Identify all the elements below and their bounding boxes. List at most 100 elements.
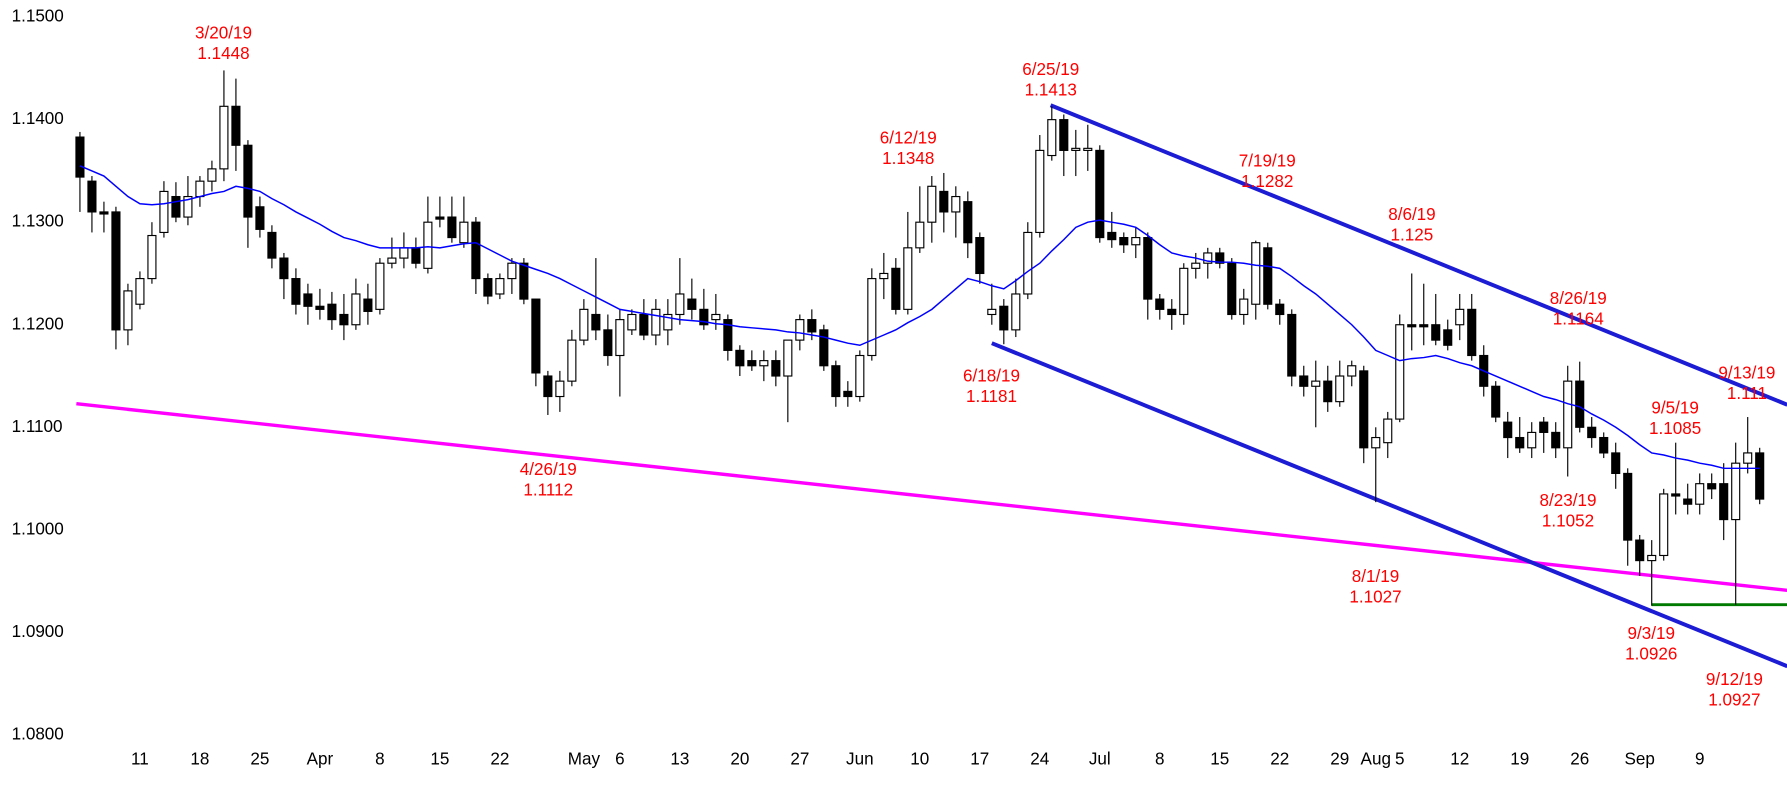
annotation-date: 9/3/19 <box>1627 624 1674 643</box>
annotation-value: 1.0926 <box>1625 645 1677 664</box>
x-tick-label: Jun <box>846 750 874 769</box>
candle-body <box>1035 149 1045 234</box>
candle-body <box>1167 308 1177 316</box>
candle-body <box>1299 375 1309 387</box>
candle-body <box>1455 308 1465 326</box>
annotation-value: 1.1027 <box>1349 588 1401 607</box>
candle-body <box>879 272 889 280</box>
annotation-value: 1.1052 <box>1542 511 1594 530</box>
candle-body <box>159 190 169 234</box>
candle-body <box>1563 380 1573 449</box>
candle-body <box>1623 472 1633 541</box>
candle-body <box>567 339 577 382</box>
candle-body <box>1347 365 1357 377</box>
x-tick-label: 8 <box>1155 750 1165 769</box>
y-tick-label: 1.0800 <box>12 724 64 743</box>
annotation-value: 1.125 <box>1391 225 1434 244</box>
candle-body <box>1311 380 1321 387</box>
candle-body <box>1143 237 1153 300</box>
annotation-date: 9/13/19 <box>1718 363 1775 382</box>
candle-body <box>207 168 217 182</box>
trendline <box>1049 103 1787 407</box>
moving-average-line <box>79 165 1760 470</box>
candle-body <box>1635 539 1645 562</box>
y-tick-label: 1.1000 <box>12 519 64 538</box>
candle-body <box>939 190 949 213</box>
candle-body <box>1755 452 1765 500</box>
x-tick-label: 8 <box>375 750 385 769</box>
annotation-date: 6/18/19 <box>963 367 1020 386</box>
candle-body <box>387 257 397 264</box>
candle-body <box>1743 452 1753 464</box>
candle-body <box>531 298 541 374</box>
candle-body <box>1395 324 1405 420</box>
candle-body <box>483 278 493 297</box>
candle-body <box>471 221 481 280</box>
candle-body <box>1515 436 1525 449</box>
x-tick-label: 10 <box>910 750 929 769</box>
candle-body <box>1431 324 1441 341</box>
candle-body <box>951 195 961 213</box>
annotation-value: 1.1181 <box>966 387 1017 406</box>
candle-body <box>135 278 145 305</box>
candle-body <box>75 136 85 178</box>
x-tick-label: 15 <box>1210 750 1229 769</box>
candle-body <box>123 290 133 331</box>
x-tick-label: 12 <box>1450 750 1469 769</box>
x-tick-label: Aug <box>1361 750 1391 769</box>
candle-body <box>1731 462 1741 521</box>
candle-body <box>1551 431 1561 449</box>
candle-body <box>375 262 385 310</box>
candle-body <box>1047 119 1057 157</box>
candle-body <box>975 237 985 275</box>
x-tick-label: 22 <box>1270 750 1289 769</box>
candle-body <box>723 319 733 351</box>
x-tick-label: 15 <box>430 750 449 769</box>
x-tick-label: 9 <box>1695 750 1704 769</box>
candle-body <box>1287 313 1297 377</box>
candle-body <box>423 221 433 269</box>
candle-body <box>915 221 925 249</box>
candle-body <box>255 206 265 230</box>
candle-body <box>591 313 601 331</box>
candle-body <box>195 180 205 198</box>
candle-body <box>243 144 253 218</box>
candle-body <box>1275 303 1285 316</box>
trendline <box>76 402 1787 593</box>
candle-body <box>231 105 241 146</box>
candle-body <box>291 278 301 305</box>
annotation-date: 8/26/19 <box>1550 289 1607 308</box>
candle-body <box>171 195 181 218</box>
candle-body <box>399 247 409 259</box>
candle-body <box>555 380 565 398</box>
candle-body <box>651 308 661 336</box>
annotation-value: 1.1085 <box>1649 419 1701 438</box>
candle-body <box>447 216 457 239</box>
x-tick-label: 6 <box>615 750 625 769</box>
candle-body <box>1371 436 1381 449</box>
annotation-value: 1.1282 <box>1241 172 1293 191</box>
candle-body <box>315 305 325 310</box>
x-tick-label: 13 <box>670 750 689 769</box>
candle-body <box>519 262 529 300</box>
candle-body <box>963 201 973 244</box>
annotation-value: 1.1112 <box>523 481 573 500</box>
candle-body <box>843 390 853 398</box>
candle-body <box>267 231 277 259</box>
trendline <box>991 341 1787 669</box>
candle-body <box>459 221 469 244</box>
annotation-value: 1.1348 <box>882 149 934 168</box>
candle-body <box>363 298 373 312</box>
candle-body <box>219 105 229 170</box>
candle-body <box>411 247 421 264</box>
candle-body <box>183 195 193 218</box>
candle-body <box>1683 498 1693 505</box>
candle-body <box>1491 385 1501 418</box>
candle-body <box>1611 452 1621 475</box>
candle-body <box>303 293 313 307</box>
y-tick-label: 1.1400 <box>12 109 64 128</box>
annotation-date: 8/23/19 <box>1540 491 1597 510</box>
candle-body <box>711 313 721 321</box>
candle-body <box>1323 380 1333 403</box>
candle-body <box>807 319 817 333</box>
